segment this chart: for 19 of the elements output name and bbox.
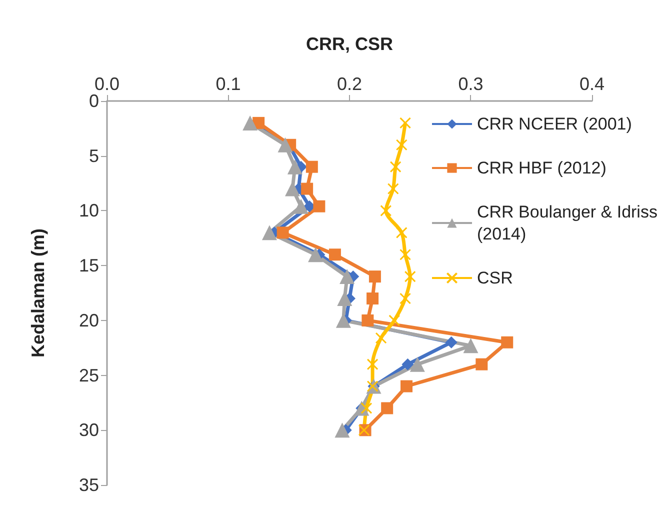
legend-label: CSR [477,268,513,288]
y-tick-label: 5 [88,146,99,166]
legend-label: CRR Boulanger & Idriss (2014) [477,202,662,244]
y-tick-label: 35 [78,475,99,495]
y-tick-label: 10 [78,200,99,221]
y-tick-label: 20 [78,310,99,330]
y-tick-label: 30 [78,420,99,440]
x-axis-title: CRR, CSR [306,34,394,54]
y-tick-label: 15 [78,256,99,276]
legend-label: CRR HBF (2012) [477,158,606,178]
y-tick-label: 0 [88,91,99,111]
x-tick-label: 0.0 [94,74,120,94]
y-axis-title: Kedalaman (m) [28,228,48,358]
y-tick-label: 25 [78,365,99,386]
x-tick-label: 0.4 [579,74,605,94]
x-tick-label: 0.1 [216,74,241,94]
legend-label: CRR NCEER (2001) [477,114,632,134]
x-tick-label: 0.2 [336,74,362,94]
x-tick-label: 0.3 [458,74,484,94]
